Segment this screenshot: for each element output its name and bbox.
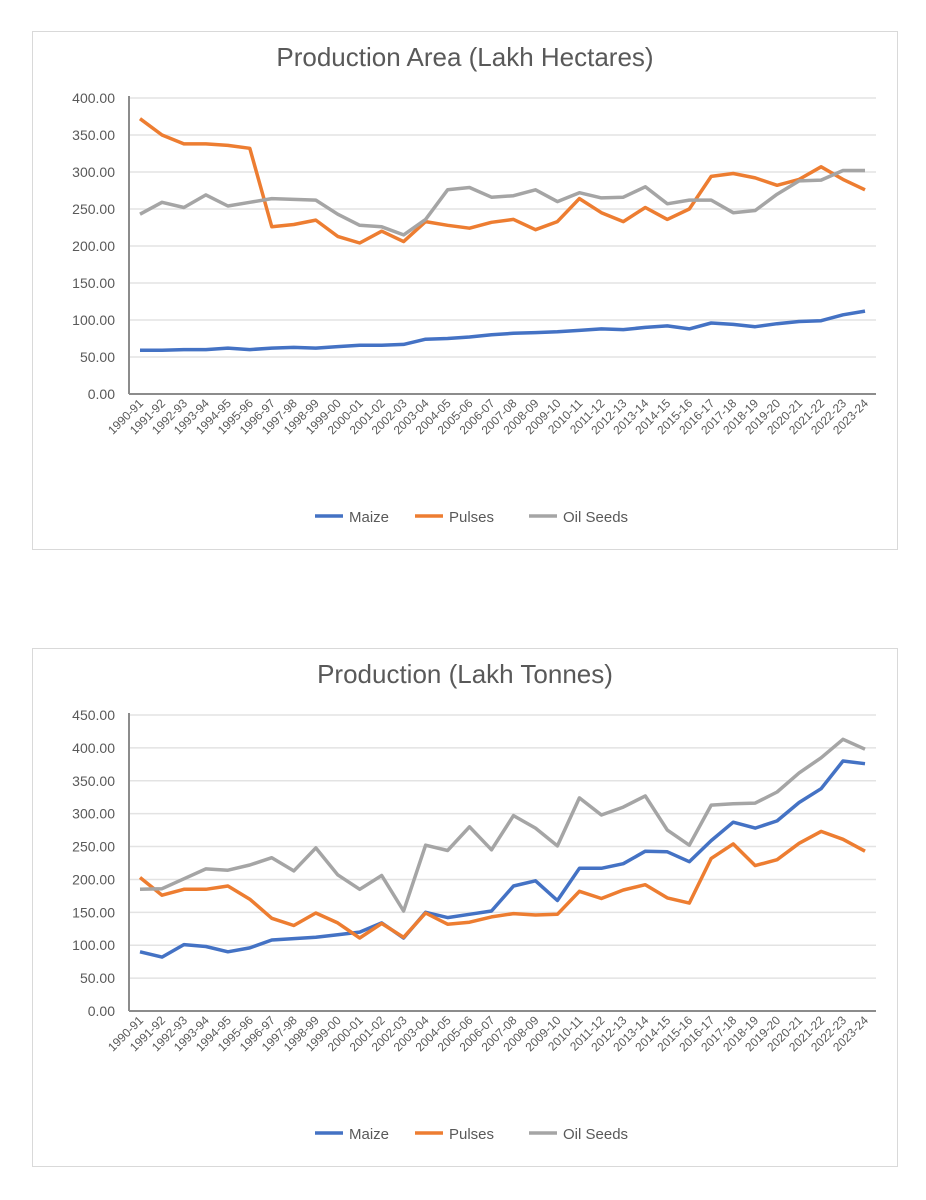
series-line-oil-seeds bbox=[139, 737, 866, 913]
chart-svg: Production Area (Lakh Hectares) 0.00 50.00… bbox=[72, 42, 876, 526]
production-chart: Production (Lakh Tonnes) 0.00 50.00 100.00 1… bbox=[32, 648, 898, 1167]
legend-label: Oil Seeds bbox=[563, 1126, 628, 1143]
series-line-pulses bbox=[138, 829, 866, 940]
y-tick-label: 250.00 bbox=[72, 201, 115, 217]
y-tick-label: 0.00 bbox=[88, 1003, 115, 1019]
y-tick-label: 400.00 bbox=[72, 90, 115, 106]
y-tick-label: 150.00 bbox=[72, 275, 115, 291]
y-tick-label: 50.00 bbox=[80, 349, 115, 365]
y-tick-label: 300.00 bbox=[72, 164, 115, 180]
y-tick-label: 300.00 bbox=[72, 806, 115, 822]
y-tick-label: 350.00 bbox=[72, 773, 115, 789]
y-tick-label: 450.00 bbox=[72, 707, 115, 723]
chart-svg: Production (Lakh Tonnes) 0.00 50.00 100.00 1… bbox=[72, 659, 876, 1143]
chart-title: Production (Lakh Tonnes) bbox=[317, 659, 613, 689]
legend-label: Oil Seeds bbox=[563, 509, 628, 526]
y-tick-label: 200.00 bbox=[72, 871, 115, 887]
chart-title: Production Area (Lakh Hectares) bbox=[276, 42, 653, 72]
legend-label: Maize bbox=[349, 1126, 389, 1143]
legend-label: Maize bbox=[349, 509, 389, 526]
legend-label: Pulses bbox=[449, 1126, 494, 1143]
y-tick-label: 150.00 bbox=[72, 904, 115, 920]
legend-label: Pulses bbox=[449, 509, 494, 526]
series-line-oil-seeds bbox=[139, 168, 865, 237]
y-tick-label: 0.00 bbox=[88, 386, 115, 402]
y-tick-label: 200.00 bbox=[72, 238, 115, 254]
y-tick-label: 350.00 bbox=[72, 127, 115, 143]
series-line-maize bbox=[139, 759, 866, 959]
y-tick-label: 100.00 bbox=[72, 937, 115, 953]
y-tick-label: 250.00 bbox=[72, 839, 115, 855]
y-tick-label: 100.00 bbox=[72, 312, 115, 328]
production-area-chart: Production Area (Lakh Hectares) 0.00 50.00… bbox=[32, 31, 898, 550]
series-line-maize bbox=[140, 309, 866, 353]
y-tick-label: 400.00 bbox=[72, 740, 115, 756]
y-tick-label: 50.00 bbox=[80, 970, 115, 986]
series-line-pulses bbox=[138, 117, 866, 245]
